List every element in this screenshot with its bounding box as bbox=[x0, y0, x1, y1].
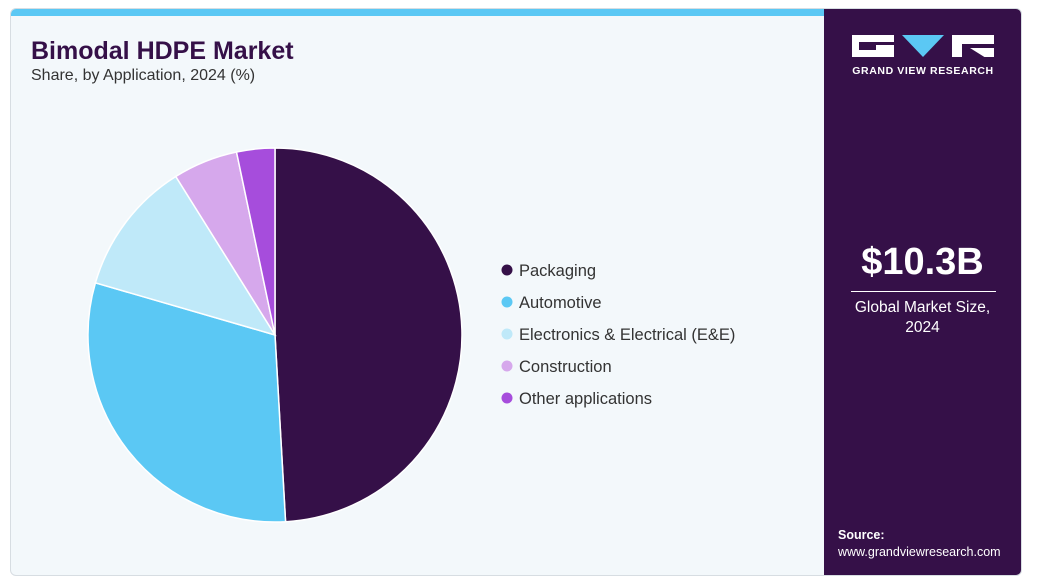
pie-slice-electronics-electrical-e-e bbox=[94, 175, 277, 337]
legend-marker-icon bbox=[501, 296, 513, 308]
legend-label: Construction bbox=[519, 358, 612, 376]
chart-card: Bimodal HDPE Market Share, by Applicatio… bbox=[10, 8, 1022, 576]
market-size-label-line2: 2024 bbox=[905, 319, 940, 336]
logo-v-mark-icon bbox=[902, 35, 944, 57]
market-size-label: Global Market Size, 2024 bbox=[824, 298, 1021, 338]
pie-slice-automotive bbox=[87, 281, 287, 523]
chart-subtitle: Share, by Application, 2024 (%) bbox=[31, 67, 256, 84]
legend-marker-icon bbox=[501, 264, 513, 276]
legend-label: Electronics & Electrical (E&E) bbox=[519, 326, 735, 344]
pie-slice-packaging bbox=[274, 147, 463, 523]
legend-marker-icon bbox=[501, 392, 513, 404]
legend-item: Construction bbox=[501, 358, 612, 376]
source-url[interactable]: www.grandviewresearch.com bbox=[838, 545, 1001, 559]
pie-chart: Packaging Automotive Electronics & Electri… bbox=[87, 147, 735, 523]
legend-item: Packaging bbox=[501, 262, 596, 280]
divider bbox=[851, 291, 996, 292]
legend-label: Packaging bbox=[519, 262, 596, 280]
legend-label: Other applications bbox=[519, 390, 652, 408]
brand-name: GRAND VIEW RESEARCH bbox=[852, 65, 994, 77]
legend-item: Other applications bbox=[501, 390, 652, 408]
market-size-value: $10.3B bbox=[861, 241, 984, 283]
legend-marker-icon bbox=[501, 360, 513, 372]
accent-bar bbox=[11, 9, 824, 16]
brand-logo: GRAND VIEW RESEARCH bbox=[852, 35, 994, 77]
chart-title: Bimodal HDPE Market bbox=[31, 37, 294, 65]
legend-item: Electronics & Electrical (E&E) bbox=[501, 326, 735, 344]
legend-label: Automotive bbox=[519, 294, 602, 312]
source-label: Source: bbox=[838, 528, 885, 542]
logo-g-mark-icon bbox=[852, 35, 894, 57]
legend-marker-icon bbox=[501, 328, 513, 340]
logo-r-mark-icon bbox=[952, 35, 994, 57]
market-size-label-line1: Global Market Size, bbox=[854, 299, 991, 316]
legend-item: Automotive bbox=[501, 294, 602, 312]
info-panel: GRAND VIEW RESEARCH $10.3B Global Market… bbox=[824, 9, 1021, 575]
pie-slice-other-applications bbox=[235, 147, 276, 336]
